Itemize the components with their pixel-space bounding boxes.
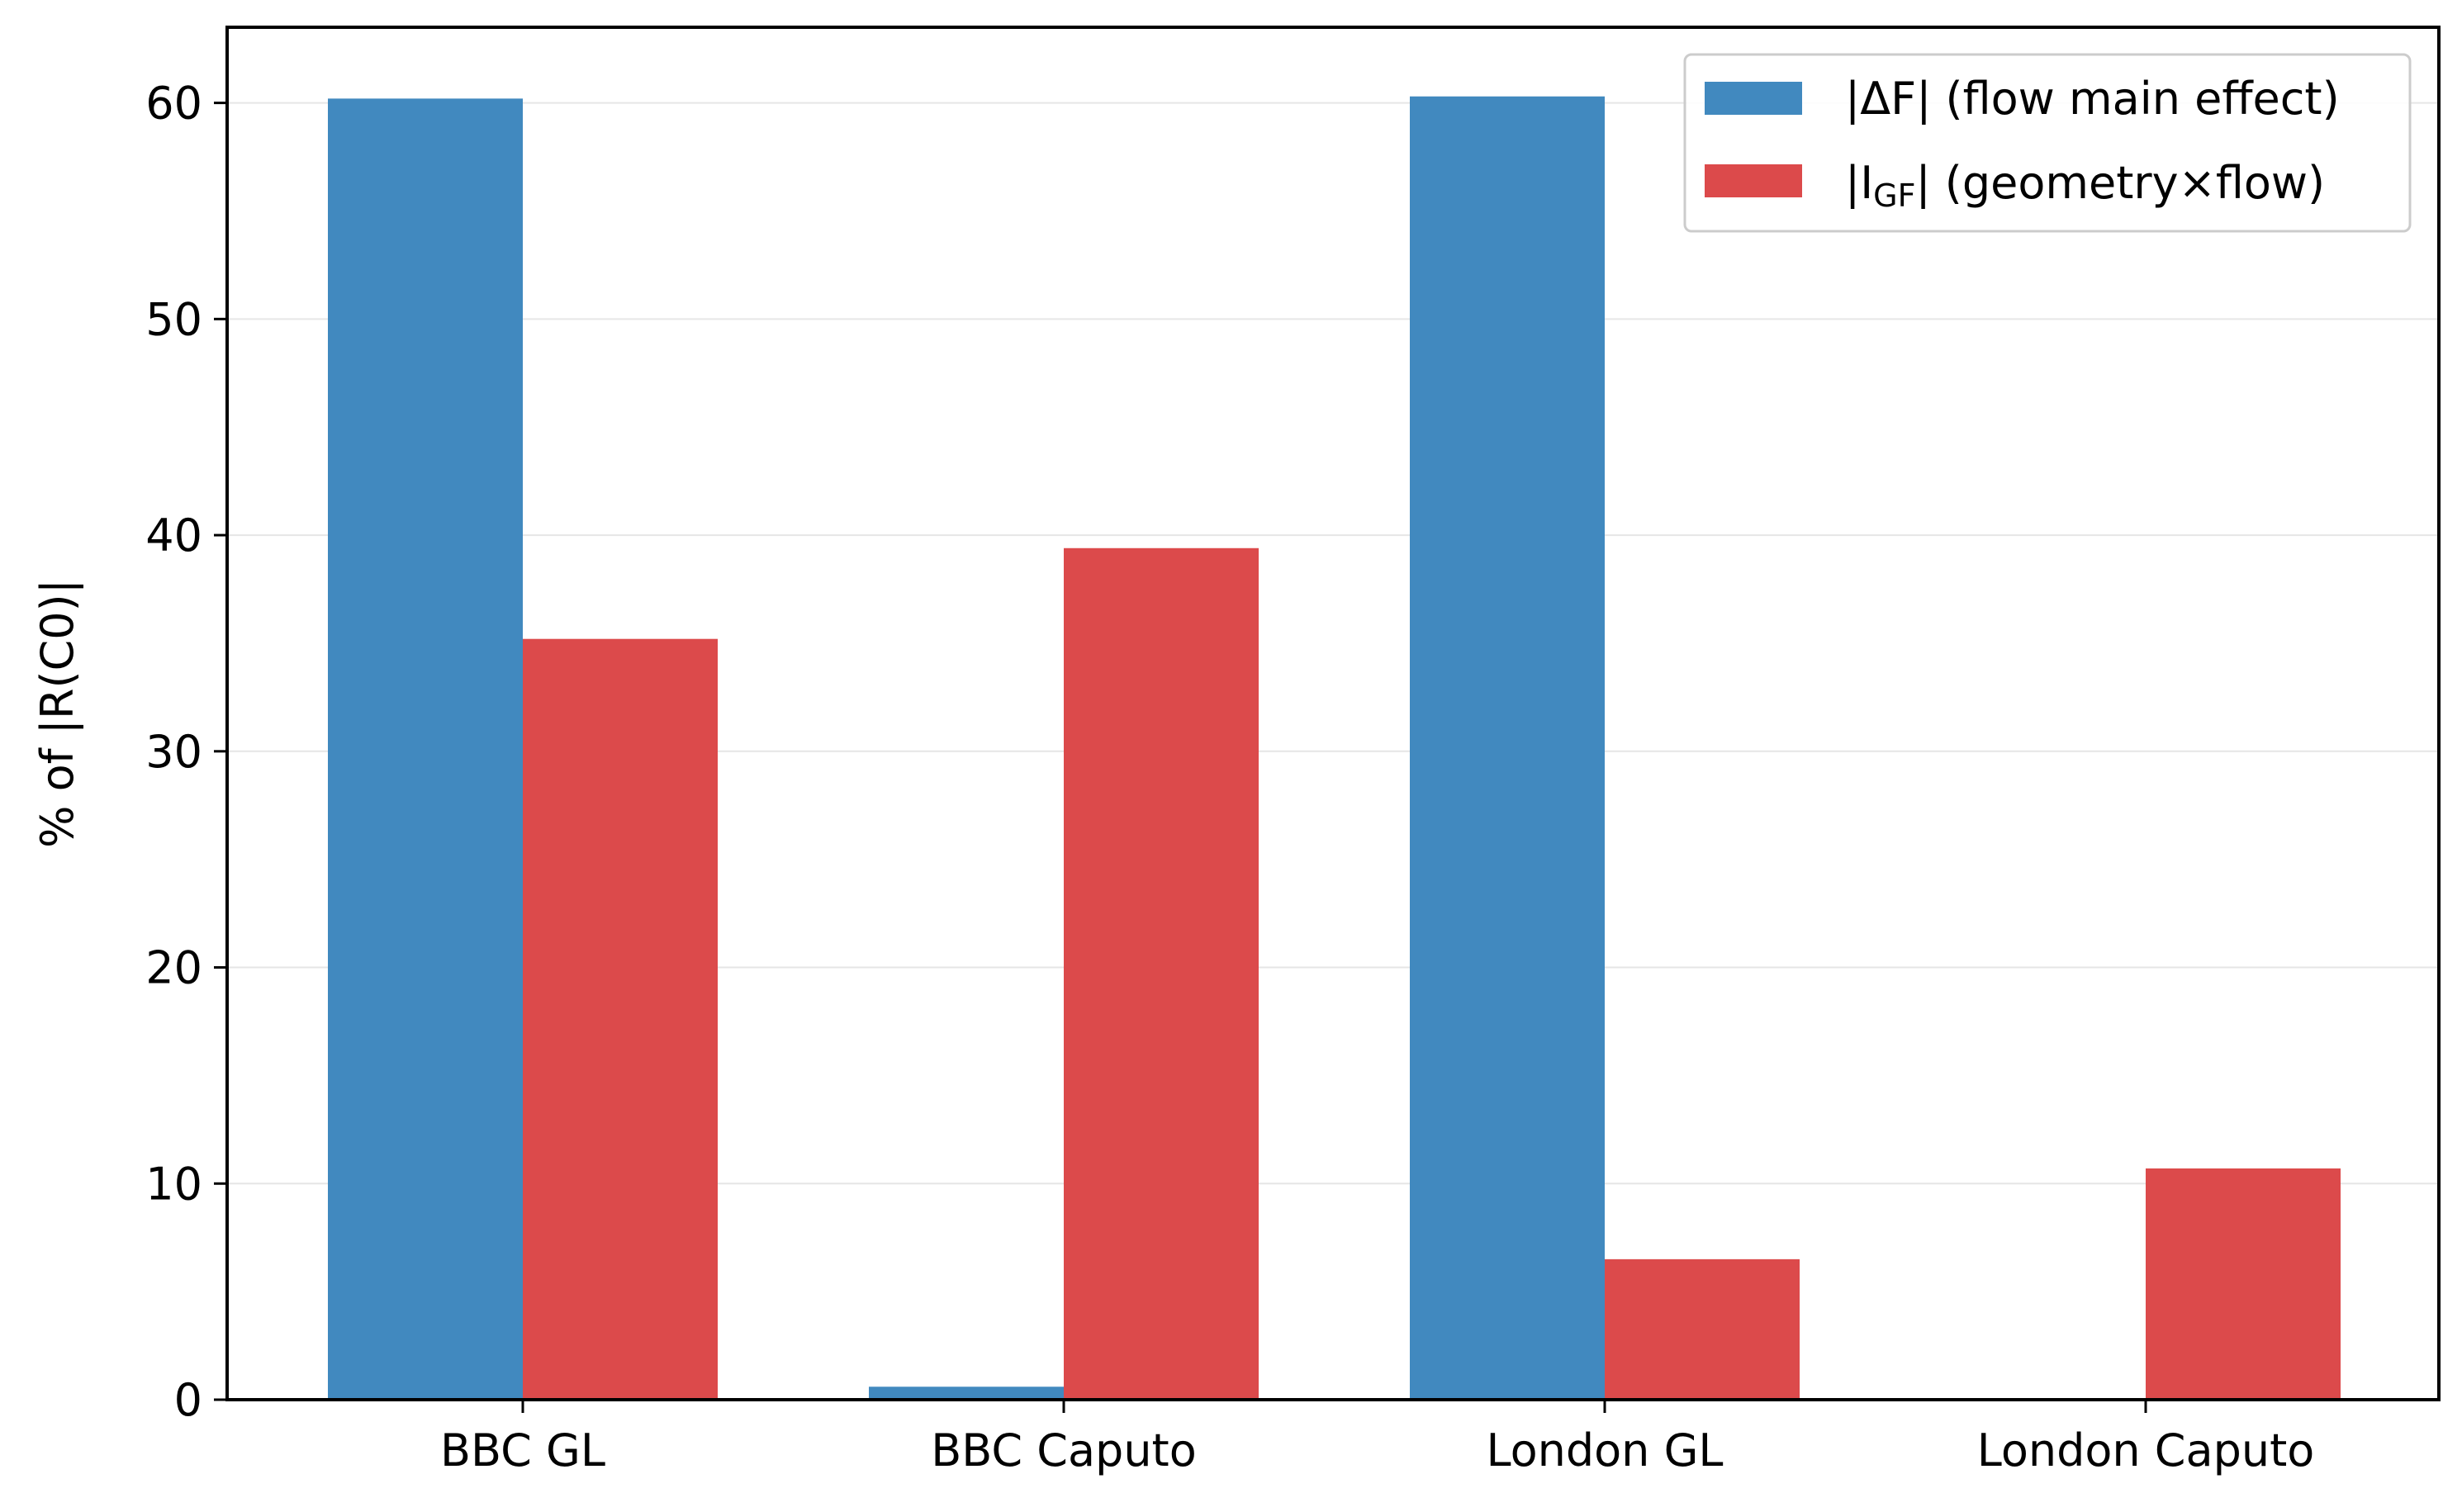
legend-box bbox=[1683, 53, 2412, 233]
plot-frame bbox=[225, 26, 2441, 1401]
x-tick-label: BBC GL bbox=[440, 1424, 605, 1476]
y-tick-label: 0 bbox=[174, 1374, 202, 1426]
bar-interaction bbox=[2146, 1168, 2341, 1400]
bar-flow bbox=[869, 1386, 1064, 1400]
y-axis: 0 10 20 30 40 50 60 bbox=[145, 78, 227, 1426]
y-tick-label: 40 bbox=[145, 510, 202, 562]
bar-interaction bbox=[1605, 1258, 1800, 1400]
bars bbox=[328, 96, 2341, 1400]
y-tick-label: 10 bbox=[145, 1158, 202, 1210]
legend-swatch-interaction bbox=[1705, 164, 1802, 197]
x-tick-label: London Caputo bbox=[1977, 1424, 2315, 1476]
y-tick-label: 60 bbox=[145, 78, 202, 130]
legend-swatch-flow bbox=[1705, 82, 1802, 115]
x-axis: BBC GL BBC Caputo London GL London Caputo bbox=[440, 1400, 2314, 1476]
bar-interaction bbox=[523, 638, 718, 1400]
legend-entry-interaction: |IGF| (geometry×flow) bbox=[1845, 157, 2325, 214]
bar-flow bbox=[328, 98, 523, 1400]
bar-flow bbox=[1410, 96, 1605, 1400]
y-axis-title: % of |R(C0)| bbox=[31, 579, 83, 848]
y-tick-label: 20 bbox=[145, 942, 202, 994]
bar-interaction bbox=[1064, 547, 1259, 1400]
legend-entry-flow: |ΔF| (flow main effect) bbox=[1845, 73, 2340, 125]
y-tick-label: 30 bbox=[145, 726, 202, 778]
x-tick-label: BBC Caputo bbox=[931, 1424, 1197, 1476]
legend: |ΔF| (flow main effect) |IGF| (geometry×… bbox=[1683, 53, 2412, 233]
y-tick-label: 50 bbox=[145, 293, 202, 345]
x-tick-label: London GL bbox=[1486, 1424, 1723, 1476]
